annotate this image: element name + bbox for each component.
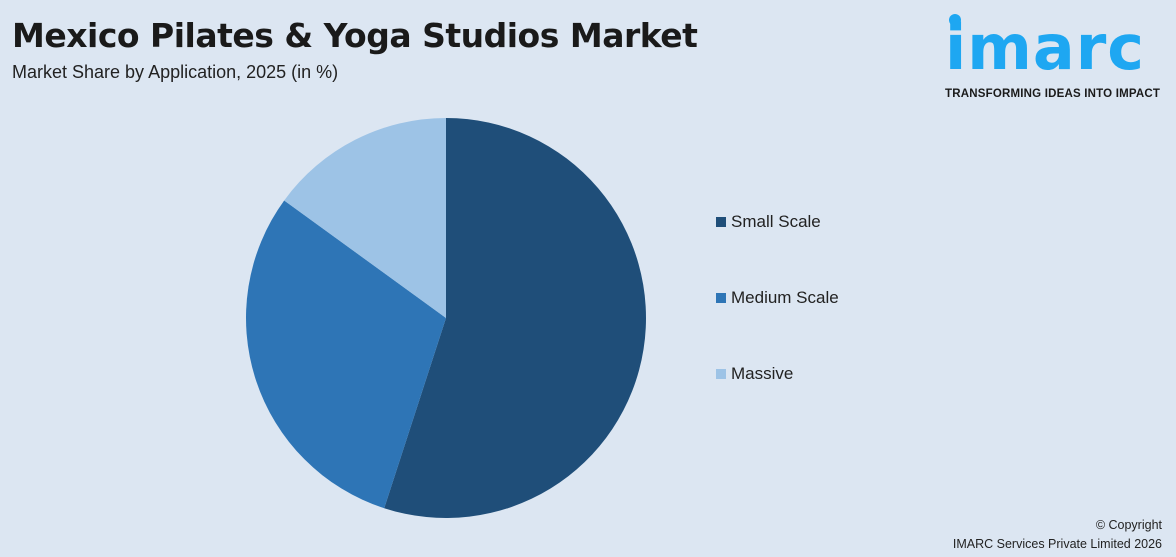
legend-swatch	[716, 217, 726, 227]
company-text: IMARC Services Private Limited 2026	[952, 537, 1162, 551]
legend-item: Small Scale	[716, 212, 839, 232]
legend-label: Medium Scale	[731, 288, 839, 307]
pie-slice-massive	[284, 118, 446, 318]
pie-slice-medium-scale	[245, 200, 446, 509]
legend-swatch	[716, 293, 726, 303]
logo-tagline: TRANSFORMING IDEAS INTO IMPACT	[945, 88, 1161, 100]
legend: Small Scale Medium Scale Massive	[716, 212, 839, 440]
pie-slice-small-scale	[384, 118, 646, 518]
legend-label: Small Scale	[731, 212, 821, 231]
page-title: Mexico Pilates & Yoga Studios Market	[12, 16, 698, 55]
imarc-logo: imarc TRANSFORMING IDEAS INTO IMPACT	[945, 8, 1170, 100]
logo-word: imarc	[945, 11, 1146, 84]
legend-item: Medium Scale	[716, 288, 839, 308]
legend-label: Massive	[731, 364, 794, 383]
page-subtitle: Market Share by Application, 2025 (in %)	[12, 62, 339, 82]
legend-swatch	[716, 369, 726, 379]
copyright-text: © Copyright	[1095, 518, 1162, 532]
legend-item: Massive	[716, 364, 839, 384]
footer: © Copyright IMARC Services Private Limit…	[953, 516, 1162, 554]
